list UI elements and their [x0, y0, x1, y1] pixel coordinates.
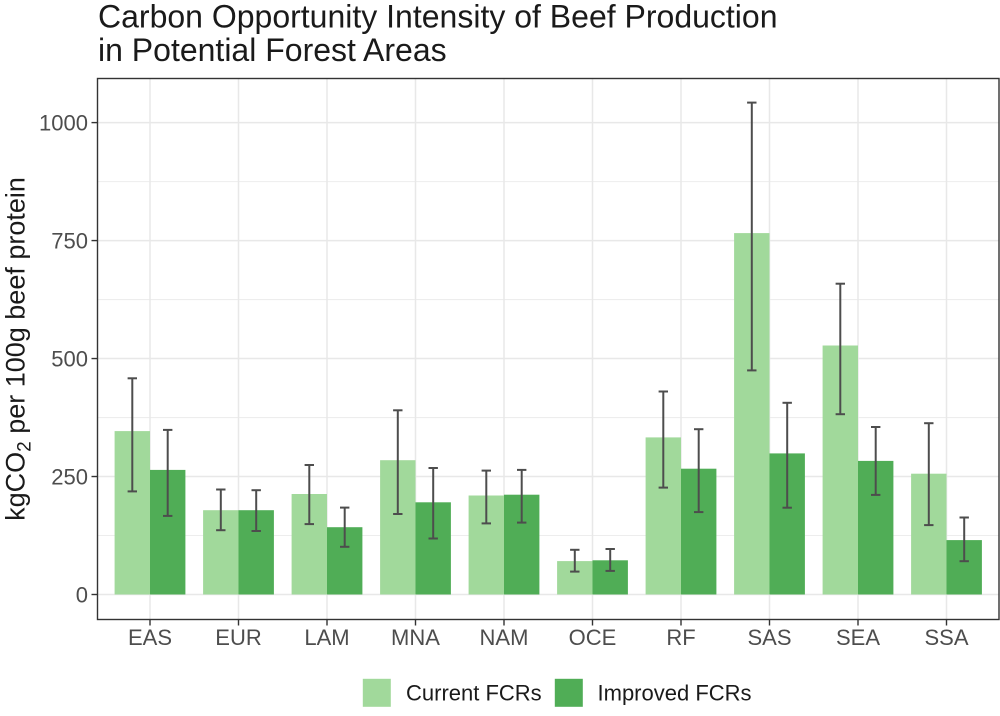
- svg-text:SEA: SEA: [836, 625, 880, 650]
- svg-text:EUR: EUR: [215, 625, 261, 650]
- svg-text:1000: 1000: [39, 111, 88, 136]
- svg-text:LAM: LAM: [304, 625, 349, 650]
- svg-text:MNA: MNA: [391, 625, 440, 650]
- svg-text:250: 250: [51, 464, 88, 489]
- svg-text:kgCO2 per 100g beef protein: kgCO2 per 100g beef protein: [1, 177, 36, 521]
- svg-text:RF: RF: [666, 625, 695, 650]
- svg-text:in Potential Forest Areas: in Potential Forest Areas: [98, 32, 447, 68]
- svg-text:Current FCRs: Current FCRs: [406, 680, 542, 705]
- svg-text:NAM: NAM: [480, 625, 529, 650]
- svg-text:SAS: SAS: [747, 625, 791, 650]
- svg-text:500: 500: [51, 346, 88, 371]
- svg-text:EAS: EAS: [128, 625, 172, 650]
- svg-text:OCE: OCE: [569, 625, 617, 650]
- svg-text:0: 0: [76, 582, 88, 607]
- svg-text:SSA: SSA: [924, 625, 968, 650]
- svg-text:Carbon Opportunity Intensity o: Carbon Opportunity Intensity of Beef Pro…: [98, 0, 778, 35]
- svg-text:750: 750: [51, 228, 88, 253]
- svg-text:Improved FCRs: Improved FCRs: [598, 680, 752, 705]
